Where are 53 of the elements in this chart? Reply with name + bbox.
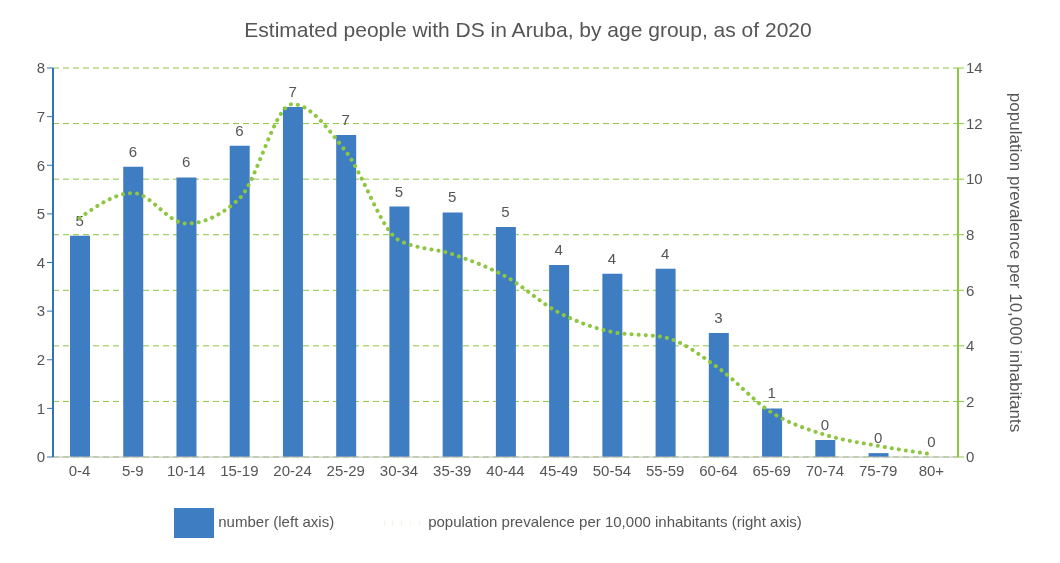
data-label: 6 bbox=[235, 121, 244, 139]
y-tick-label: 4 bbox=[36, 253, 45, 271]
y-tick-label: 6 bbox=[36, 156, 45, 174]
y2-tick-label: 2 bbox=[966, 392, 975, 410]
y2-tick-label: 4 bbox=[966, 337, 975, 355]
data-label: 1 bbox=[767, 384, 776, 402]
x-tick-label: 30-34 bbox=[379, 461, 419, 479]
x-tick-label: 50-54 bbox=[592, 461, 632, 479]
y-tick-label: 5 bbox=[36, 205, 45, 223]
data-label: 7 bbox=[288, 82, 297, 100]
data-label: 5 bbox=[394, 182, 404, 200]
x-tick-label: 40-44 bbox=[486, 461, 525, 479]
data-label: 4 bbox=[661, 244, 670, 262]
legend-label: population prevalence per 10,000 inhabitants (right axis) bbox=[428, 512, 802, 530]
y-tick-label: 7 bbox=[36, 107, 45, 125]
x-tick-label: 10-14 bbox=[166, 461, 206, 479]
x-tick-label: 70-74 bbox=[805, 461, 845, 479]
x-tick-label: 35-39 bbox=[433, 461, 472, 479]
x-tick-label: 80+ bbox=[918, 461, 945, 479]
x-tick-label: 65-69 bbox=[752, 461, 791, 479]
x-tick-label: 25-29 bbox=[326, 461, 365, 479]
y2-tick-label: 0 bbox=[966, 448, 975, 466]
y2-tick-label: 8 bbox=[966, 226, 975, 244]
y2-tick-label: 14 bbox=[966, 59, 983, 77]
x-tick-label: 55-59 bbox=[646, 461, 685, 479]
x-tick-label: 15-19 bbox=[220, 461, 259, 479]
data-label: 5 bbox=[448, 188, 457, 206]
data-label: 0 bbox=[873, 429, 883, 447]
y-tick-label: 3 bbox=[36, 302, 45, 320]
y2-axis-title: population prevalence per 10,000 inhabitants bbox=[1006, 92, 1025, 433]
data-label: 4 bbox=[554, 240, 563, 258]
y-tick-label: 1 bbox=[36, 399, 45, 417]
data-label: 0 bbox=[820, 415, 830, 433]
data-label: 5 bbox=[501, 203, 510, 220]
data-label: 3 bbox=[714, 309, 723, 327]
data-label: 6 bbox=[128, 142, 138, 160]
legend-label: number (left axis) bbox=[218, 512, 335, 530]
y2-tick-label: 6 bbox=[966, 281, 975, 299]
x-tick-label: 5-9 bbox=[122, 461, 144, 479]
x-tick-label: 45-49 bbox=[539, 461, 578, 479]
y2-tick-label: 10 bbox=[966, 170, 983, 188]
y-tick-label: 8 bbox=[36, 59, 45, 77]
x-tick-label: 75-79 bbox=[858, 461, 898, 479]
data-label: 4 bbox=[607, 249, 617, 267]
data-label: 0 bbox=[927, 433, 936, 450]
x-tick-label: 60-64 bbox=[699, 461, 738, 479]
y-tick-label: 2 bbox=[36, 351, 45, 369]
x-tick-label: 0-4 bbox=[68, 461, 91, 479]
data-label: 6 bbox=[181, 153, 191, 171]
x-tick-label: 20-24 bbox=[273, 461, 312, 479]
chart-title: Estimated people with DS in Aruba, by age group, as of 2020 bbox=[243, 17, 813, 43]
y-tick-label: 0 bbox=[36, 448, 45, 466]
y2-tick-label: 12 bbox=[966, 114, 983, 132]
